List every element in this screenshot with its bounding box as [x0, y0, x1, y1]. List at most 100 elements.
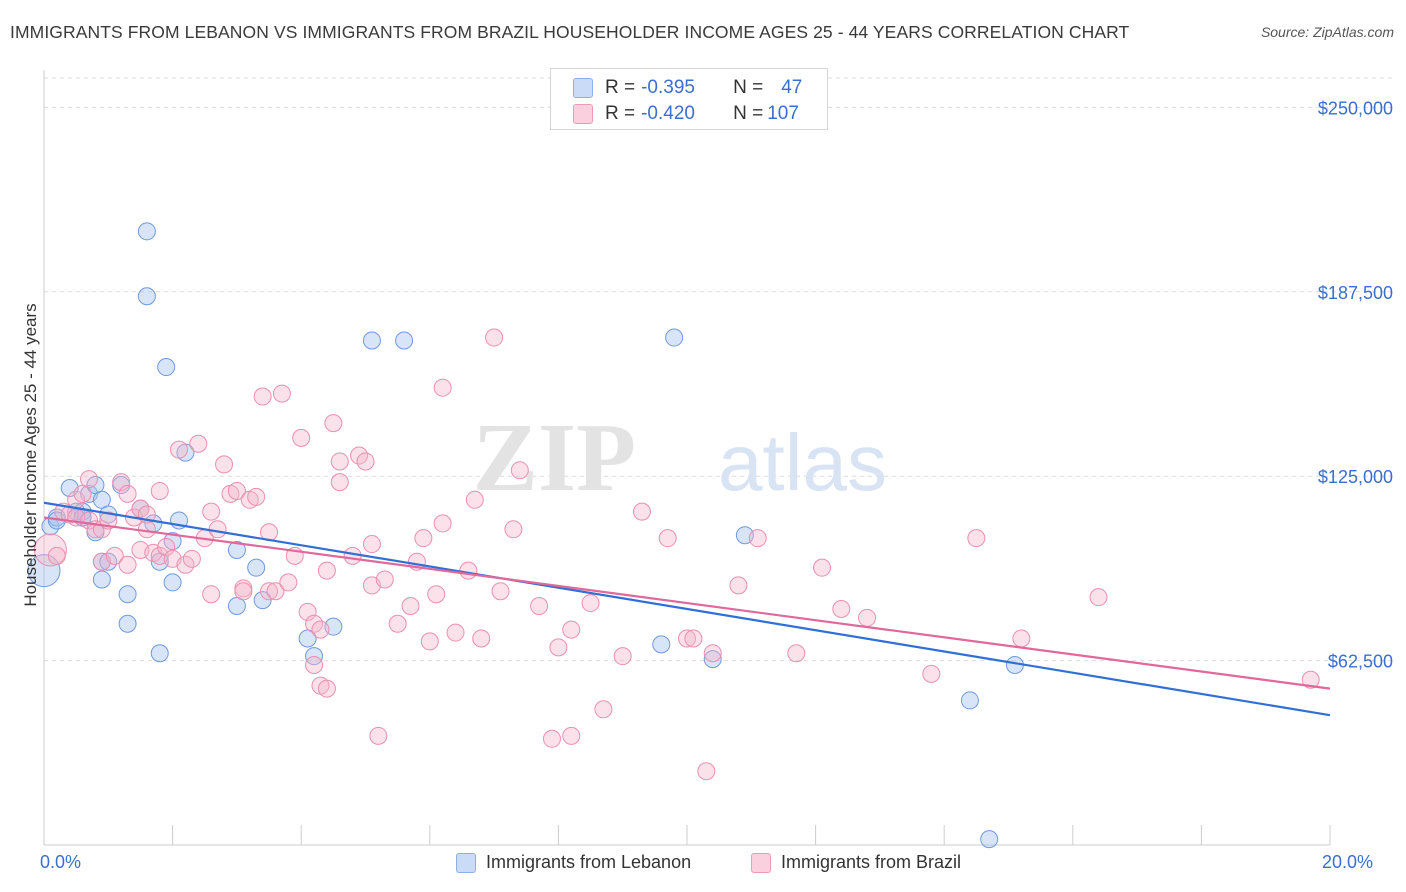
watermark-zip: ZIP [473, 404, 636, 512]
watermark-atlas: atlas [718, 418, 887, 507]
point-brazil [272, 384, 291, 403]
point-brazil [459, 561, 478, 580]
legend-swatch-lebanon [456, 852, 476, 873]
legend-row-lebanon: R = -0.395 N = 47 [573, 77, 802, 99]
point-brazil [215, 455, 234, 474]
axis-layer [43, 70, 1331, 846]
point-brazil [266, 582, 285, 601]
point-brazil [247, 487, 266, 506]
trend-line-lebanon [43, 501, 1331, 717]
point-brazil [112, 473, 131, 492]
point-brazil [317, 679, 336, 698]
point-brazil [298, 602, 317, 621]
point-brazil [401, 597, 420, 616]
point-brazil [330, 473, 349, 492]
point-lebanon [163, 573, 182, 592]
stats-legend: R = -0.395 N = 47 R = -0.420 N = 107 [550, 68, 828, 130]
y-tick-label: $62,500 [1328, 652, 1393, 672]
point-brazil [433, 514, 452, 533]
trend-layer [43, 501, 1331, 717]
point-brazil [581, 594, 600, 613]
point-brazil [813, 558, 832, 577]
point-lebanon [150, 644, 169, 663]
legend-swatch-brazil [751, 852, 771, 873]
point-brazil [105, 546, 124, 565]
legend-n-value: 47 [781, 77, 803, 98]
point-brazil [369, 726, 388, 745]
legend-r-label: R = [605, 77, 636, 98]
point-brazil [485, 328, 504, 347]
point-brazil [472, 629, 491, 648]
series-legend: Immigrants from Lebanon Immigrants from … [0, 850, 1406, 880]
point-brazil [227, 481, 246, 500]
point-brazil [234, 582, 253, 601]
point-brazil [697, 762, 716, 781]
legend-swatch-brazil [573, 104, 593, 124]
point-lebanon [253, 591, 272, 610]
grid-layer [44, 77, 1395, 662]
legend-swatch-lebanon [573, 78, 593, 98]
point-brazil [530, 597, 549, 616]
point-lebanon [92, 570, 111, 589]
point-brazil [260, 582, 279, 601]
point-brazil [562, 620, 581, 639]
point-lebanon [703, 650, 722, 669]
legend-r-label: R = [605, 103, 636, 124]
point-brazil [427, 585, 446, 604]
chart-title: IMMIGRANTS FROM LEBANON VS IMMIGRANTS FR… [10, 22, 1130, 42]
point-brazil [1089, 588, 1108, 607]
point-brazil [1012, 629, 1031, 648]
point-brazil [202, 502, 221, 521]
point-brazil [433, 378, 452, 397]
point-lebanon [395, 331, 414, 350]
point-brazil [491, 582, 510, 601]
source-label: Source: ZipAtlas.com [1260, 24, 1394, 40]
point-brazil [356, 452, 375, 471]
legend-r-value: -0.420 [641, 103, 695, 124]
point-lebanon [665, 328, 684, 347]
point-brazil [414, 529, 433, 548]
point-brazil [632, 502, 651, 521]
x-tick-label-max: 20.0% [1322, 852, 1374, 872]
point-brazil [562, 726, 581, 745]
point-brazil [253, 387, 272, 406]
legend-r-value: -0.395 [641, 77, 695, 98]
point-brazil [375, 570, 394, 589]
point-lebanon [118, 614, 137, 633]
y-tick-label: $250,000 [1318, 98, 1393, 118]
point-brazil [832, 599, 851, 618]
point-brazil [388, 614, 407, 633]
point-brazil [510, 461, 529, 480]
point-lebanon [652, 635, 671, 654]
point-brazil [420, 632, 439, 651]
point-lebanon [980, 830, 999, 849]
point-brazil [684, 629, 703, 648]
legend-n-value: 107 [767, 103, 799, 124]
point-brazil [729, 576, 748, 595]
point-brazil [202, 585, 221, 604]
point-brazil [504, 520, 523, 539]
point-brazil [542, 729, 561, 748]
y-axis-label: Householder Income Ages 25 - 44 years [21, 303, 40, 606]
point-lebanon [960, 691, 979, 710]
x-tick-label-min: 0.0% [40, 852, 82, 872]
point-brazil [182, 549, 201, 568]
point-brazil [208, 520, 227, 539]
point-brazil [613, 647, 632, 666]
point-brazil [170, 440, 189, 459]
point-brazil [787, 644, 806, 663]
point-brazil [678, 629, 696, 648]
points-layer [27, 222, 1320, 849]
point-brazil [324, 414, 343, 433]
point-brazil [1301, 670, 1320, 689]
legend-label-brazil: Immigrants from Brazil [781, 852, 962, 872]
point-brazil [150, 481, 169, 500]
point-brazil [157, 538, 176, 557]
y-tick-label: $125,000 [1318, 467, 1393, 487]
point-brazil [658, 529, 677, 548]
point-lebanon [227, 540, 246, 559]
point-lebanon [157, 358, 176, 377]
point-brazil [317, 561, 336, 580]
point-brazil [189, 434, 208, 453]
